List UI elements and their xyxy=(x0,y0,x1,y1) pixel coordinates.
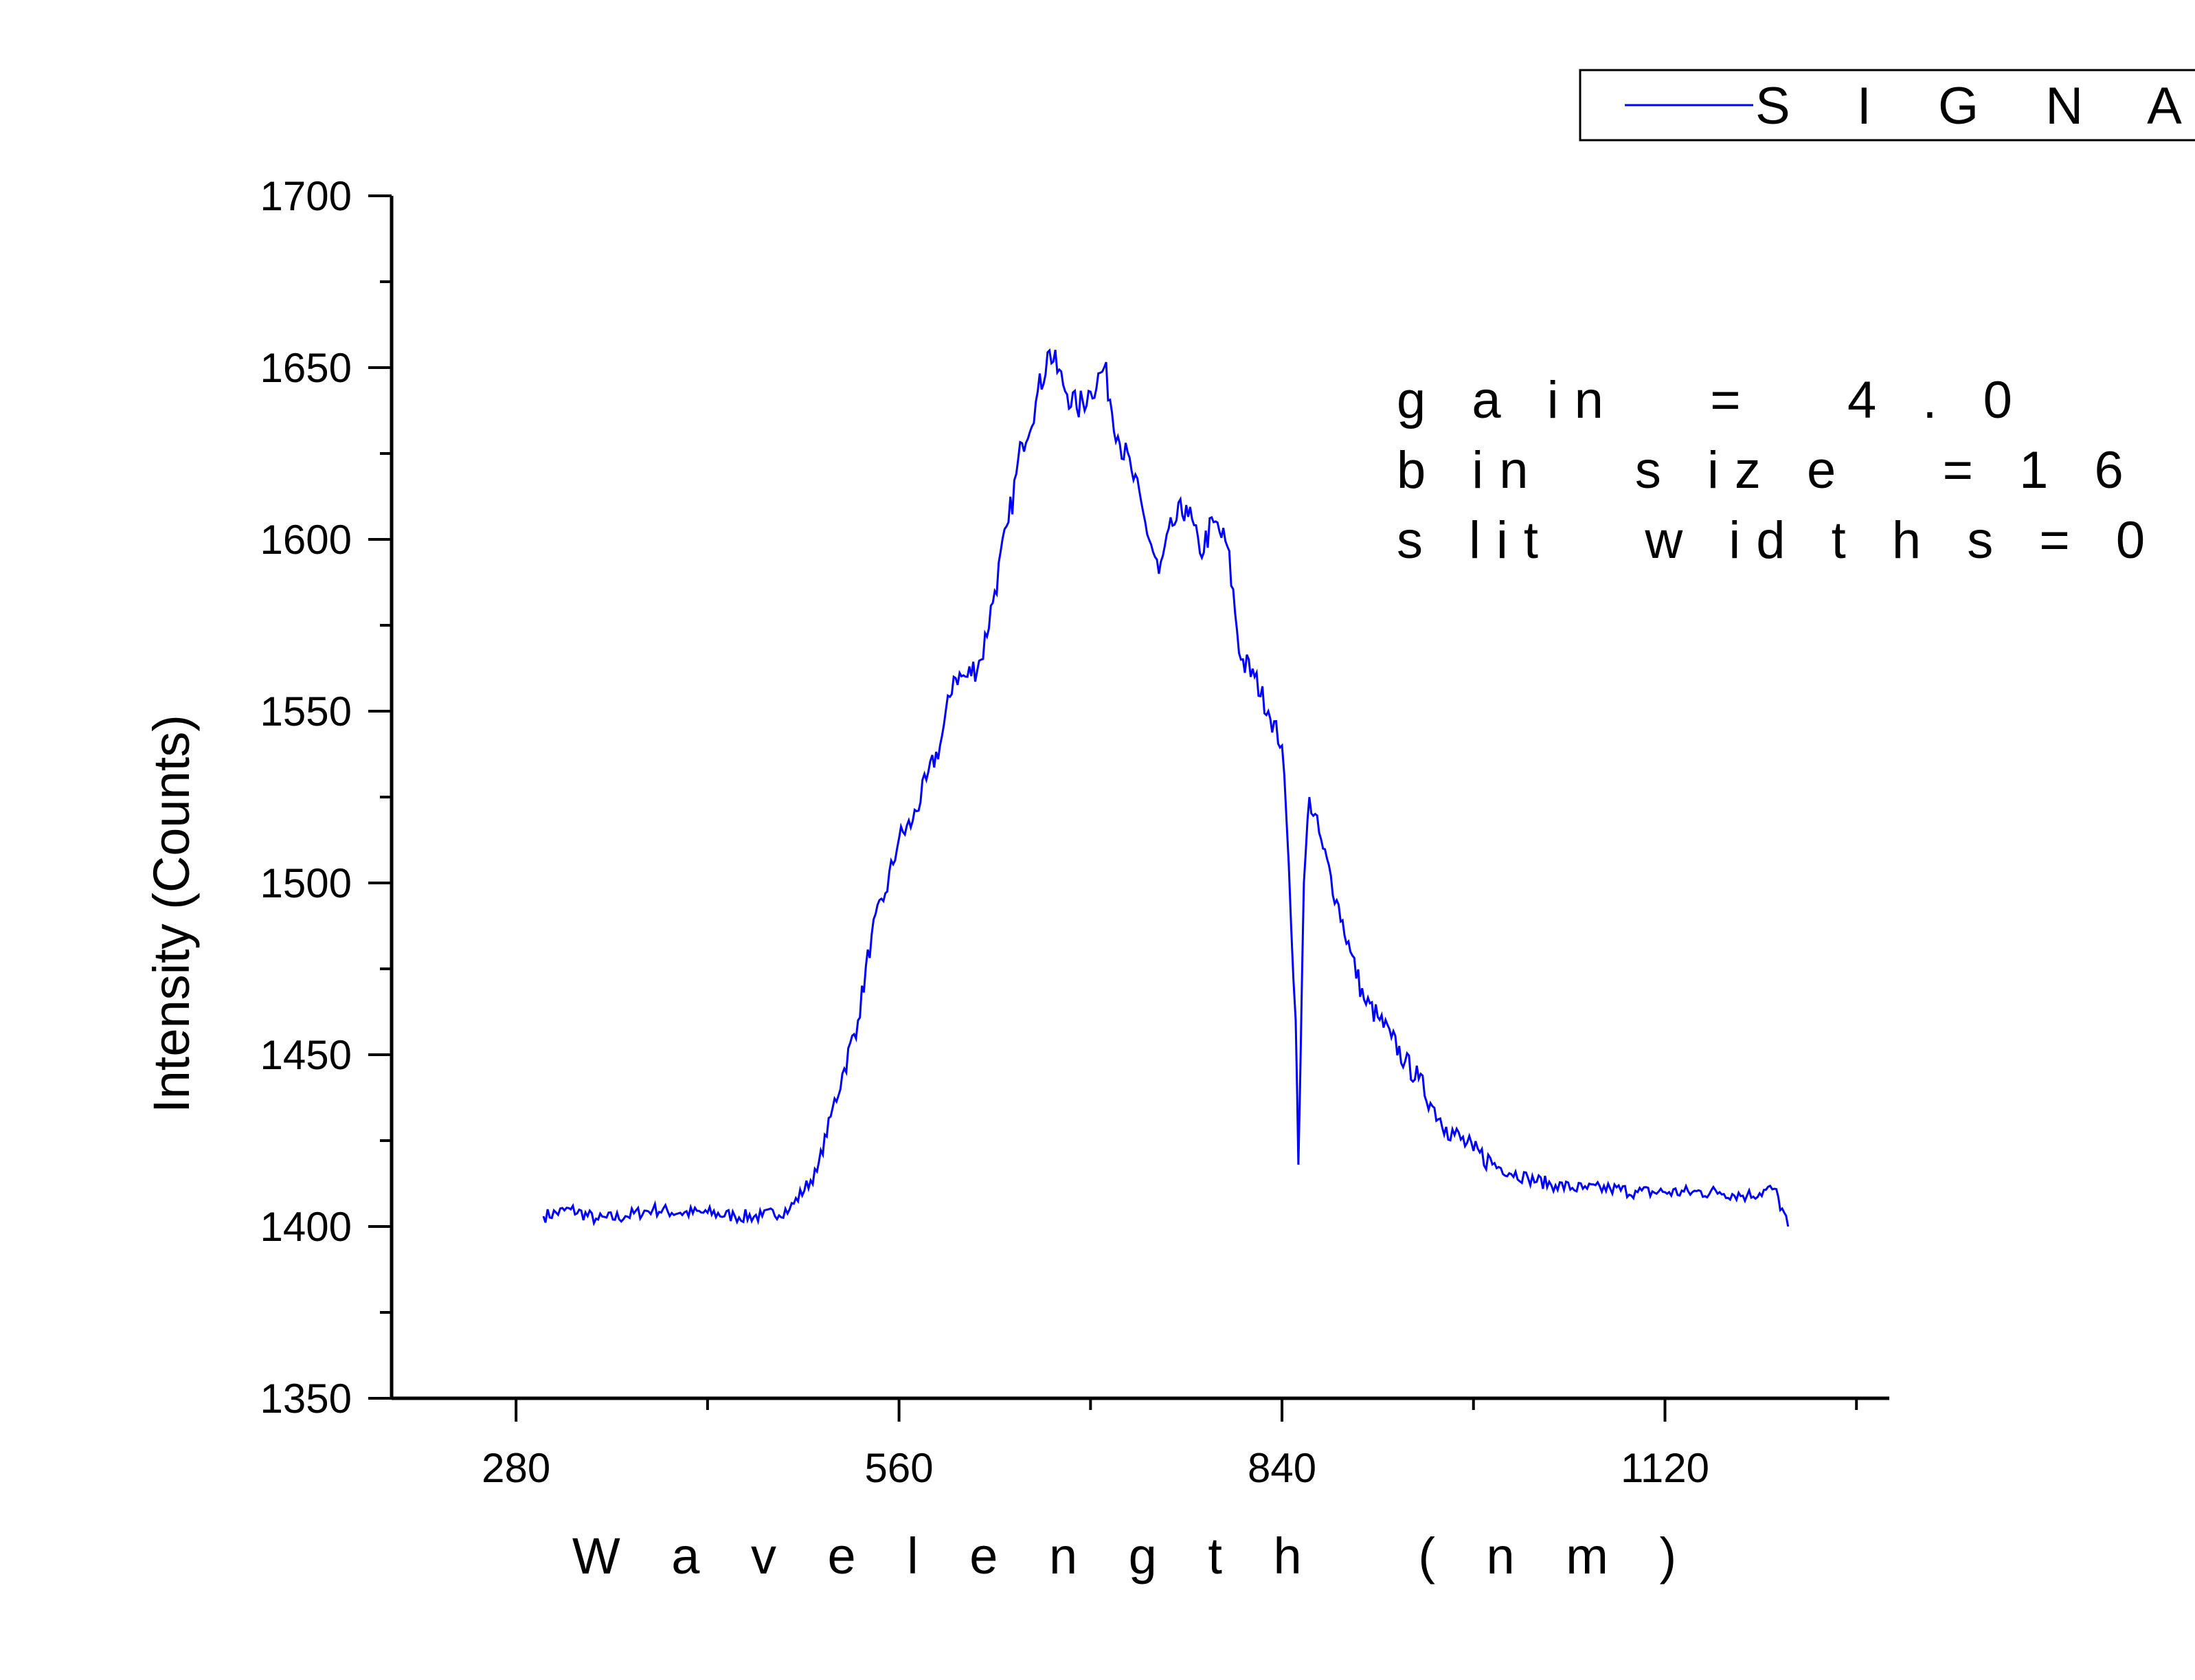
y-tick-label: 1550 xyxy=(260,688,352,735)
y-tick-label: 1400 xyxy=(260,1204,352,1250)
annotation-text: s lit w id t h s = 0 xyxy=(1397,511,2161,570)
x-tick-label: 1120 xyxy=(1621,1445,1709,1491)
y-tick-label: 1650 xyxy=(260,345,352,391)
series-line xyxy=(542,348,1790,1227)
y-tick-label: 1350 xyxy=(260,1376,352,1422)
annotation-text: g a in = 4 . 0 xyxy=(1397,371,2028,429)
x-tick-label: 280 xyxy=(482,1445,550,1491)
x-axis-label: W a v e l e n g t h ( n m ) xyxy=(572,1527,1695,1584)
y-tick-label: 1500 xyxy=(260,860,352,906)
legend: S I G N A L _ xyxy=(1579,69,2195,142)
legend-entry-label: S I G N A L _ xyxy=(1755,77,2195,135)
x-tick-label: 560 xyxy=(865,1445,934,1491)
annotations: g a in = 4 . 0 b in s iz e = 1 6 s lit w i… xyxy=(1397,371,2161,570)
annotation-text: b in s iz e = 1 6 xyxy=(1397,441,2139,500)
x-tick-label: 840 xyxy=(1248,1445,1316,1491)
y-tick-label: 1700 xyxy=(260,173,352,219)
tick-labels: 1350 1400 1450 1500 1550 1600 1650 1700 280 560 84… xyxy=(260,173,1709,1491)
y-tick-label: 1450 xyxy=(260,1032,352,1078)
tick-marks xyxy=(368,194,1858,1422)
y-axis-label: Intensity (Counts) xyxy=(143,715,200,1113)
y-tick-label: 1600 xyxy=(260,517,352,563)
